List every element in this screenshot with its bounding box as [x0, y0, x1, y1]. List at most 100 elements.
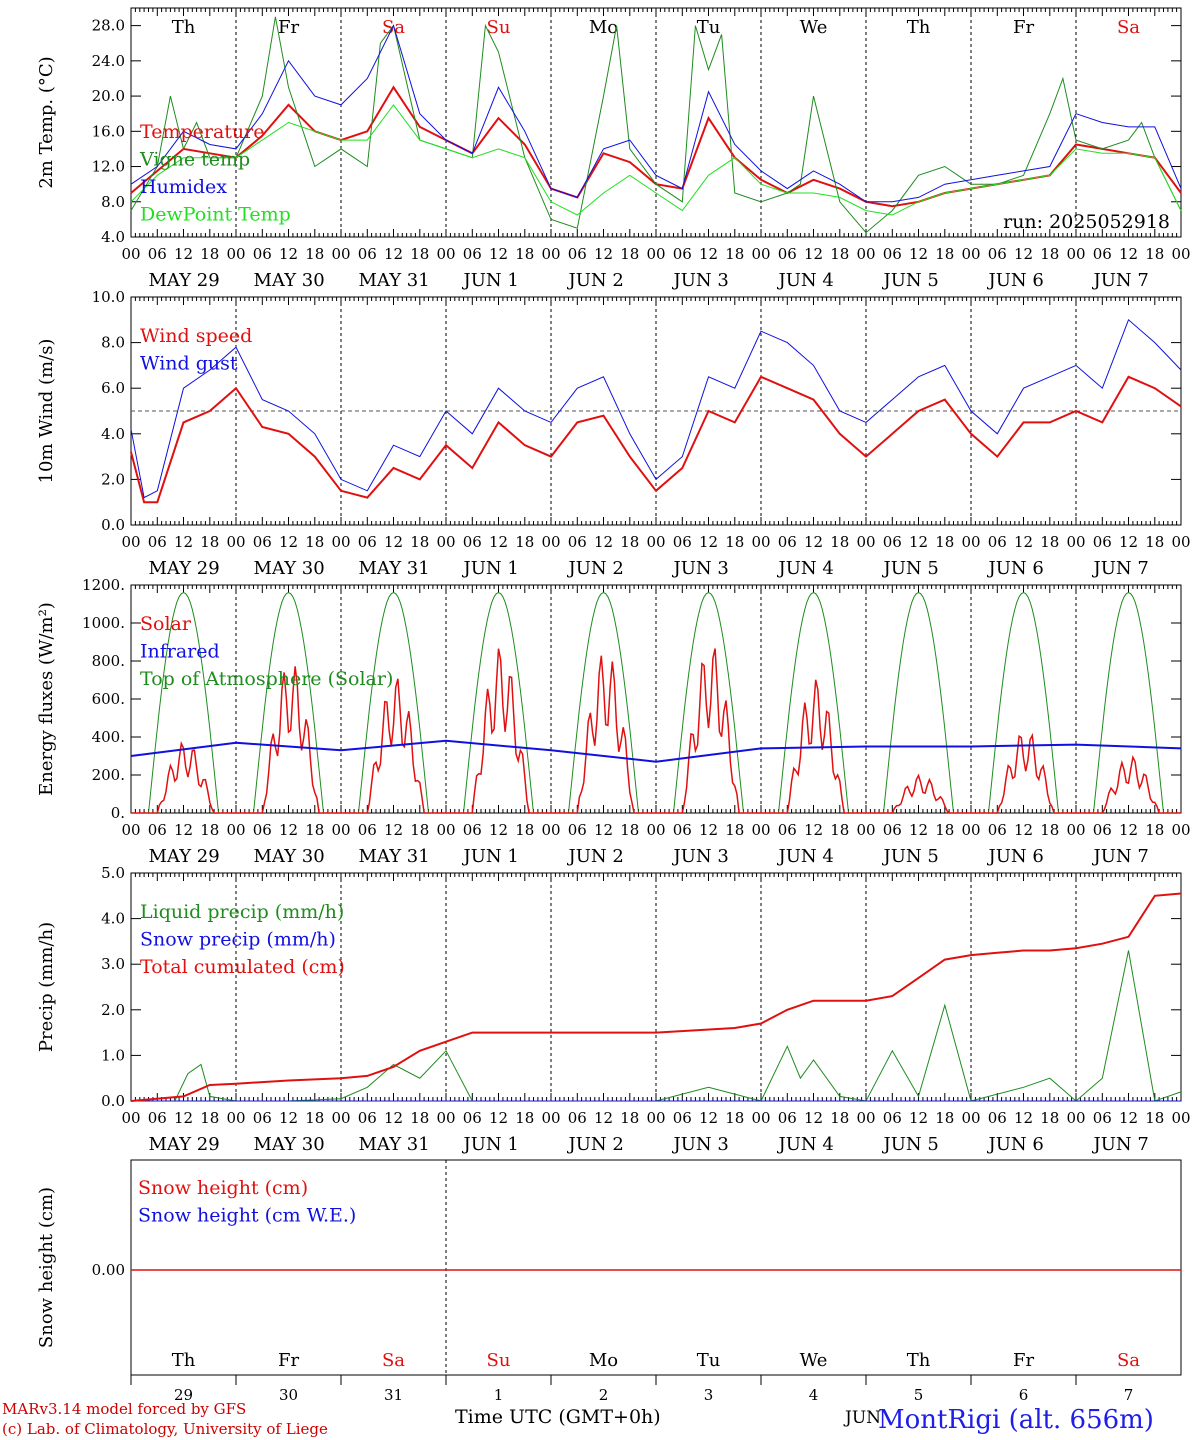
y-tick-label: 2.0: [101, 470, 125, 488]
weekday-label: Fr: [1013, 1350, 1034, 1371]
date-label: JUN 4: [777, 558, 834, 579]
hour-label: 12: [1119, 821, 1138, 839]
hour-label: 00: [856, 533, 875, 551]
legend-entry: Solar: [140, 613, 192, 635]
y-tick-label: 16.0: [92, 122, 125, 140]
hour-label: 12: [279, 245, 298, 263]
date-label: JUN 6: [987, 558, 1044, 579]
hour-label: 00: [961, 245, 980, 263]
y-tick-label: 8.0: [101, 193, 125, 211]
hour-label: 12: [489, 245, 508, 263]
weekday-label: Th: [172, 17, 196, 38]
hour-label: 18: [935, 821, 954, 839]
date-label: JUN 6: [987, 846, 1044, 867]
hour-label: 06: [883, 245, 902, 263]
weekday-label: Sa: [1117, 1350, 1140, 1371]
hour-label: 18: [620, 533, 639, 551]
hour-label: 18: [410, 1109, 429, 1127]
hour-label: 00: [646, 821, 665, 839]
y-tick-label: 2.0: [101, 1001, 125, 1019]
hour-label: 00: [856, 821, 875, 839]
hour-label: 06: [778, 245, 797, 263]
date-label: MAY 29: [149, 270, 220, 291]
hour-label: 12: [909, 821, 928, 839]
hour-label: 00: [856, 1109, 875, 1127]
date-label: MAY 29: [149, 846, 220, 867]
hour-label: 06: [463, 245, 482, 263]
hour-label: 06: [778, 533, 797, 551]
hour-label: 06: [673, 533, 692, 551]
hour-label: 18: [935, 1109, 954, 1127]
hour-label: 00: [121, 1109, 140, 1127]
hour-label: 12: [594, 533, 613, 551]
hour-label: 12: [384, 1109, 403, 1127]
run-label: run: 2025052918: [1003, 211, 1170, 233]
hour-label: 12: [804, 821, 823, 839]
date-label: JUN 5: [882, 846, 939, 867]
weekday-label: We: [800, 1350, 828, 1371]
hour-label: 00: [751, 533, 770, 551]
legend-entry: Top of Atmosphere (Solar): [140, 668, 393, 690]
hour-label: 00: [1066, 245, 1085, 263]
hour-label: 00: [1171, 245, 1190, 263]
x-ticks: [130, 873, 1182, 1101]
month-fragment: JUN: [843, 1408, 881, 1428]
y-tick-label: 600.: [92, 690, 125, 708]
hour-label: 18: [410, 821, 429, 839]
date-label: JUN 1: [462, 270, 519, 291]
hour-label: 18: [1040, 821, 1059, 839]
hour-label: 00: [646, 533, 665, 551]
hour-label: 12: [489, 1109, 508, 1127]
hour-label: 00: [226, 533, 245, 551]
hour-label: 06: [1093, 1109, 1112, 1127]
hour-label: 18: [200, 245, 219, 263]
hour-label: 00: [646, 245, 665, 263]
legend-entry: Vigne temp: [139, 149, 250, 171]
hour-label: 06: [673, 821, 692, 839]
hour-label: 12: [804, 1109, 823, 1127]
date-label: JUN 7: [1092, 1134, 1149, 1155]
y-tick-label: 12.0: [92, 158, 125, 176]
y-axis-label: Energy fluxes (W/m²): [36, 602, 57, 796]
date-label: JUN 7: [1092, 558, 1149, 579]
y-axis-label: Snow height (cm): [36, 1187, 57, 1348]
weekday-label: Tu: [697, 1350, 721, 1371]
y-tick-label: 20.0: [92, 87, 125, 105]
legend-entry: Snow precip (mm/h): [140, 929, 336, 951]
hour-label: 00: [226, 1109, 245, 1127]
hour-label: 06: [988, 245, 1007, 263]
hour-label: 18: [1145, 245, 1164, 263]
hour-label: 06: [988, 1109, 1007, 1127]
hour-label: 12: [279, 533, 298, 551]
series-line: [130, 104, 1182, 216]
date-label: JUN 4: [777, 270, 834, 291]
hour-label: 12: [1014, 1109, 1033, 1127]
legend-entry: Infrared: [140, 641, 220, 663]
hour-label: 18: [935, 245, 954, 263]
date-label: JUN 1: [462, 1134, 519, 1155]
solar-line: [131, 648, 1181, 814]
date-label: MAY 29: [149, 558, 220, 579]
date-label: JUN 5: [882, 1134, 939, 1155]
hour-label: 00: [436, 1109, 455, 1127]
hour-label: 18: [830, 821, 849, 839]
date-label: JUN 3: [672, 846, 729, 867]
series-line: [130, 318, 1182, 499]
x-ticks: [130, 8, 1182, 237]
y-tick-label: 6.0: [101, 379, 125, 397]
legend-entry: Temperature: [140, 121, 264, 143]
hour-label: 06: [253, 533, 272, 551]
y-tick-label: 8.0: [101, 334, 125, 352]
day-number-label: 3: [704, 1386, 714, 1404]
hour-label: 06: [673, 245, 692, 263]
hour-label: 06: [883, 821, 902, 839]
hour-label: 18: [515, 533, 534, 551]
hour-label: 00: [541, 533, 560, 551]
hour-label: 18: [515, 1109, 534, 1127]
weekday-label: Mo: [589, 17, 618, 38]
y-tick-label: 4.0: [101, 228, 125, 246]
hour-label: 00: [121, 533, 140, 551]
hour-label: 00: [961, 1109, 980, 1127]
hour-label: 06: [253, 821, 272, 839]
hour-label: 06: [778, 1109, 797, 1127]
